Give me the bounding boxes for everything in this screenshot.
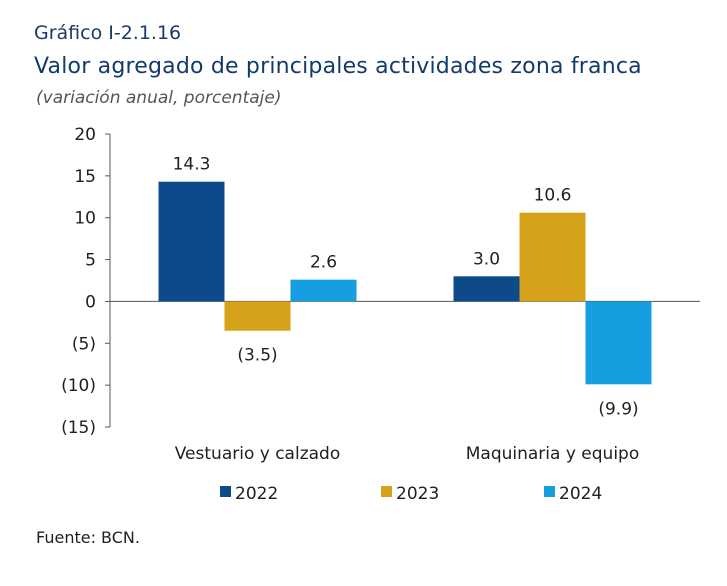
- legend-label: 2024: [559, 484, 602, 504]
- legend-swatch: [381, 486, 392, 497]
- x-category-label: Vestuario y calzado: [175, 444, 340, 464]
- chart-title: Valor agregado de principales actividade…: [34, 54, 642, 79]
- data-label: 3.0: [473, 249, 500, 269]
- y-tick-label: (10): [61, 376, 96, 396]
- y-tick-label: 15: [74, 167, 96, 187]
- legend-label: 2023: [396, 484, 439, 504]
- y-tick-label: 0: [85, 292, 96, 312]
- y-tick-label: (15): [61, 418, 96, 438]
- data-label: (3.5): [237, 346, 277, 366]
- bar: [290, 279, 357, 302]
- bar: [453, 276, 520, 302]
- y-tick-label: 20: [74, 125, 96, 145]
- bar: [158, 181, 225, 302]
- legend-swatch: [220, 486, 231, 497]
- chart-kicker: Gráfico I-2.1.16: [34, 22, 182, 44]
- legend-swatch: [544, 486, 555, 497]
- data-label: (9.9): [598, 399, 638, 419]
- bar: [224, 301, 291, 331]
- y-tick-label: 10: [74, 209, 96, 229]
- data-label: 14.3: [173, 155, 211, 175]
- chart-subtitle: (variación anual, porcentaje): [36, 88, 282, 108]
- y-tick-label: (5): [72, 334, 96, 354]
- y-tick-label: 5: [85, 251, 96, 271]
- bar: [585, 301, 652, 385]
- data-label: 10.6: [534, 186, 572, 206]
- data-label: 2.6: [310, 253, 337, 273]
- x-category-label: Maquinaria y equipo: [466, 444, 640, 464]
- source-note: Fuente: BCN.: [36, 528, 140, 547]
- legend-label: 2022: [235, 484, 278, 504]
- bar: [519, 212, 586, 302]
